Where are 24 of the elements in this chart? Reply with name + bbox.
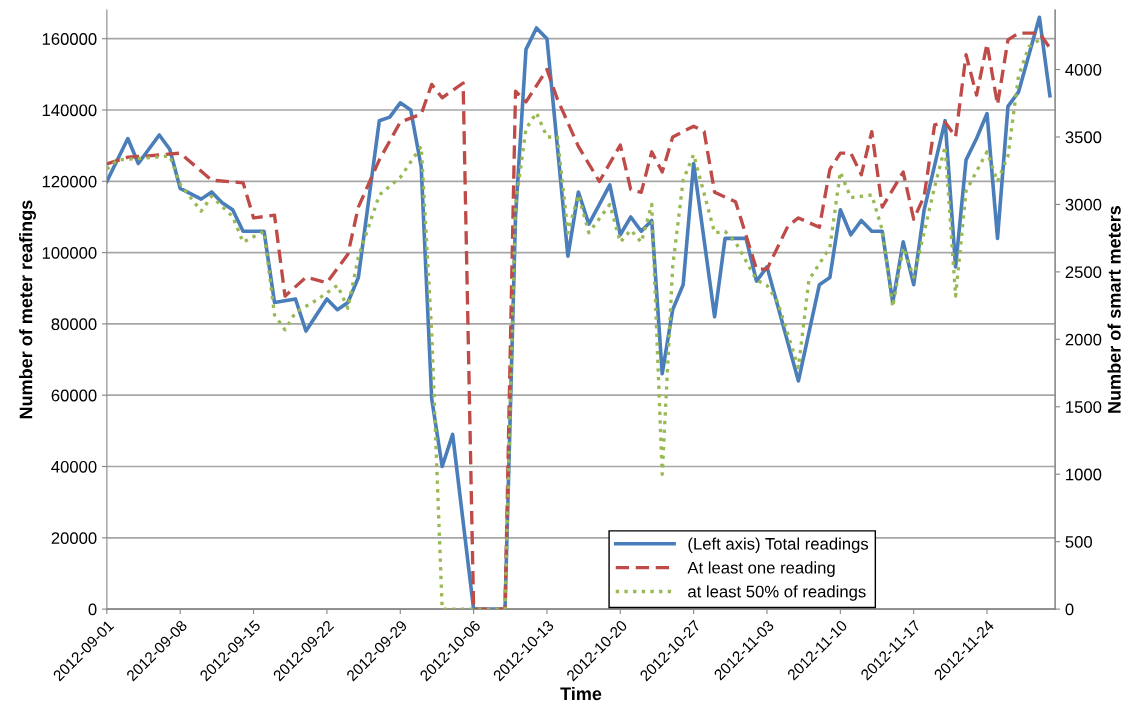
y2-tick-label: 3000 [1065,198,1102,211]
y2-tick-label: 1500 [1066,401,1102,413]
legend-label: (Left axis) Total readings [688,537,869,554]
y-tick-label: 140000 [42,104,97,117]
y2-axis-title: Number of smart meters [1107,206,1121,413]
y-tick-label: 0 [88,603,97,616]
y2-tick-label: 2500 [1065,266,1102,279]
y2-tick-label: 0 [1065,603,1074,616]
y2-tick-label: 3500 [1065,131,1102,144]
y-tick-label: 80000 [51,318,97,331]
y-tick-label: 160000 [42,33,97,45]
y2-tick-label: 1000 [1066,468,1102,481]
y-tick-label: 20000 [51,532,97,545]
y-tick-label: 120000 [42,175,97,188]
y-tick-label: 100000 [42,247,97,259]
legend-label: at least 50% of readings [688,585,866,601]
y-axis-title: Number of meter reafings [19,200,36,419]
y2-tick-label: 2000 [1065,333,1102,346]
y-tick-label: 60000 [51,389,97,402]
legend-label: At least one reading [687,561,835,577]
y2-tick-label: 4000 [1065,63,1102,76]
y-tick-label: 40000 [51,460,97,473]
x-axis-title: Time [560,686,602,701]
y2-tick-label: 500 [1065,536,1093,548]
